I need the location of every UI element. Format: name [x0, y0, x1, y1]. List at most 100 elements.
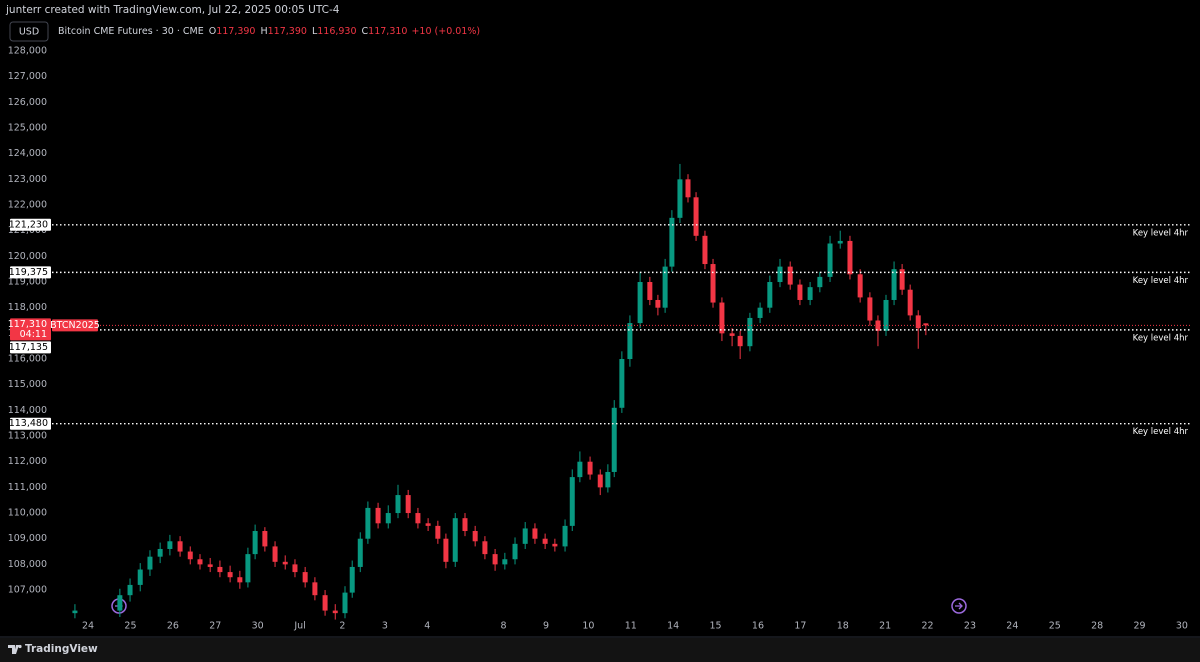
x-tick-label: 18 — [837, 621, 849, 632]
symbol-tag-box — [52, 319, 98, 332]
candle-body — [915, 315, 921, 329]
candle-body — [302, 572, 308, 583]
x-tick-label: 23 — [964, 621, 976, 632]
header-text: junterr created with TradingView.com, Ju… — [5, 4, 340, 16]
candle-body — [737, 335, 743, 347]
candle-body — [435, 525, 441, 539]
y-tick-label: 125,000 — [8, 122, 47, 133]
y-tick-label: 108,000 — [8, 559, 47, 570]
candle-body — [227, 572, 233, 578]
x-tick-label: 9 — [543, 621, 549, 632]
candle-body — [542, 538, 548, 544]
candle-body — [425, 523, 431, 526]
candle-body — [627, 323, 633, 360]
candle-body — [847, 240, 853, 275]
candle-body — [365, 507, 371, 539]
candle-body — [207, 564, 213, 567]
candle-body — [375, 507, 381, 524]
x-tick-label: 4 — [424, 621, 430, 632]
candle-body — [147, 556, 153, 570]
candle-body — [611, 407, 617, 472]
candle-body — [787, 266, 793, 285]
candle-body — [899, 269, 905, 290]
y-tick-label: 122,000 — [8, 200, 47, 211]
candle-body — [177, 541, 183, 552]
key-level-label: 119,375 — [9, 267, 48, 278]
legend-value: 117,390 — [268, 26, 307, 37]
candle-body — [777, 266, 783, 283]
candle-body — [117, 595, 123, 611]
y-tick-label: 112,000 — [8, 456, 47, 467]
candle-body — [597, 474, 603, 488]
candle-body — [577, 461, 583, 478]
currency-button[interactable] — [9, 21, 49, 42]
legend-key: O — [209, 26, 216, 37]
y-tick-label: 110,000 — [8, 508, 47, 519]
candle-body — [827, 243, 833, 277]
candle-body — [357, 538, 363, 567]
y-tick-label: 109,000 — [8, 533, 47, 544]
x-tick-label: 24 — [82, 621, 94, 632]
candle-body — [923, 323, 929, 326]
y-tick-label: 107,000 — [8, 585, 47, 596]
candle-body — [569, 477, 575, 526]
candle-body — [662, 266, 668, 308]
candle-body — [349, 566, 355, 593]
y-tick-label: 123,000 — [8, 174, 47, 185]
candle-body — [482, 541, 488, 555]
candle-body — [512, 543, 518, 560]
x-tick-label: 30 — [252, 621, 264, 632]
candle-body — [492, 554, 498, 565]
x-tick-label: 26 — [167, 621, 179, 632]
candle-body — [322, 595, 328, 611]
x-tick-label: 15 — [710, 621, 722, 632]
legend-change: +10 (+0.01%) — [411, 26, 480, 37]
candle-body — [685, 179, 691, 198]
x-tick-label: 30 — [1176, 621, 1188, 632]
candle-body — [767, 282, 773, 308]
candle-body — [72, 610, 78, 614]
x-tick-label: 8 — [501, 621, 507, 632]
x-tick-label: 10 — [582, 621, 594, 632]
candle-body — [867, 297, 873, 321]
y-tick-label: 118,000 — [8, 302, 47, 313]
legend-value: 117,310 — [368, 26, 407, 37]
symbol-tag: BTCN2025 — [50, 320, 100, 331]
candle-body — [312, 582, 318, 596]
x-tick-label: 11 — [625, 621, 637, 632]
candle-body — [385, 513, 391, 524]
candle-body — [245, 554, 251, 583]
x-tick-label: 24 — [1006, 621, 1018, 632]
candle-body — [677, 179, 683, 218]
candle-body — [217, 566, 223, 573]
candle-body — [757, 307, 763, 318]
key-level-box — [10, 417, 51, 430]
candle-body — [282, 561, 288, 565]
candle-body — [619, 359, 625, 408]
y-tick-label: 115,000 — [8, 379, 47, 390]
y-tick-label: 120,000 — [8, 251, 47, 262]
candle-body — [637, 282, 643, 324]
x-tick-label: 28 — [1091, 621, 1103, 632]
legend-key: L — [312, 26, 318, 37]
event-icon[interactable] — [951, 598, 967, 614]
countdown: 04:11 — [20, 329, 47, 340]
y-tick-label: 128,000 — [8, 45, 47, 56]
currency[interactable]: USD — [19, 27, 39, 38]
candle-body — [137, 569, 143, 585]
candle-body — [729, 333, 735, 336]
candle-body — [857, 274, 863, 298]
y-tick-label: 127,000 — [8, 71, 47, 82]
key-level-note: Key level 4hr — [1133, 276, 1189, 286]
candle-body — [747, 317, 753, 347]
x-tick-label: 16 — [752, 621, 764, 632]
footer-brand: TradingView — [25, 643, 98, 655]
candle-body — [167, 541, 173, 549]
candle-body — [332, 610, 338, 614]
y-tick-label: 126,000 — [8, 97, 47, 108]
candle-body — [522, 528, 528, 544]
candle-body — [891, 269, 897, 300]
candle-body — [883, 299, 889, 331]
